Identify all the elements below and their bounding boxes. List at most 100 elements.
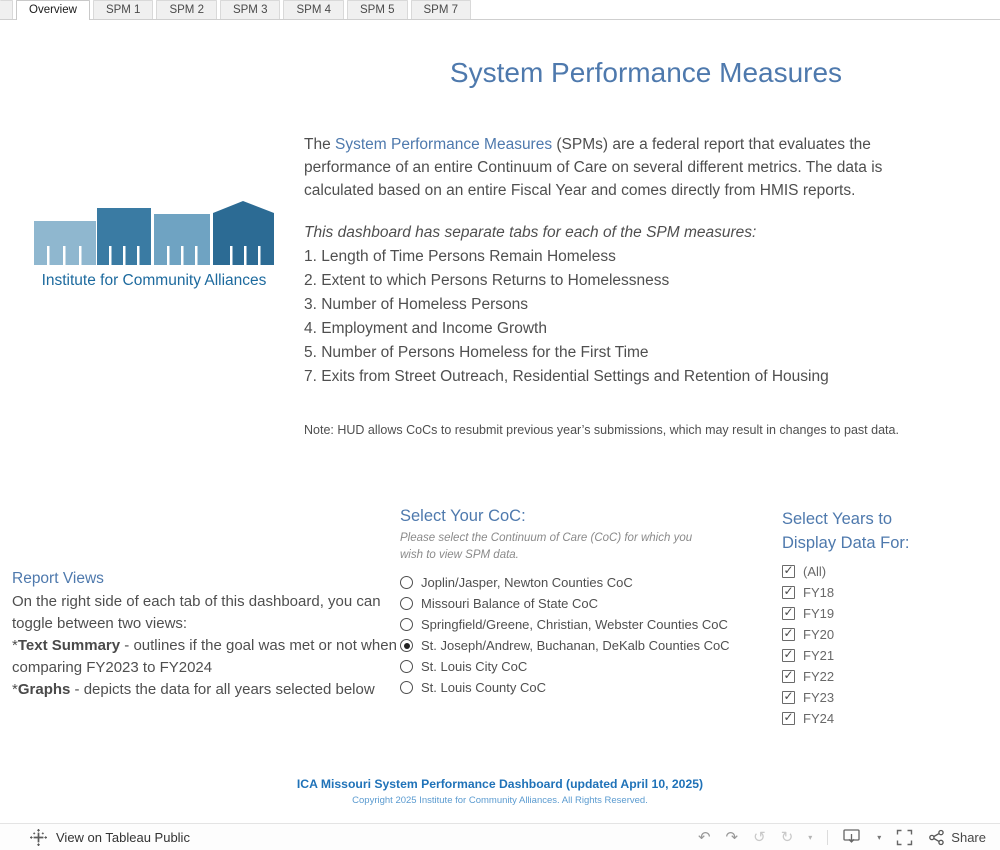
measure-item: 3. Number of Homeless Persons	[304, 296, 528, 313]
year-option-label: FY22	[803, 669, 835, 684]
resubmission-note: Note: HUD allows CoCs to resubmit previo…	[304, 423, 899, 437]
view-on-tableau-public-label: View on Tableau Public	[56, 829, 190, 845]
toolbar-actions: ↶ ↷ ↺ ↻ ▾ ▾ S	[697, 828, 986, 846]
refresh-caret-icon[interactable]: ▾	[808, 832, 813, 842]
checkbox-icon[interactable]	[782, 563, 795, 578]
download-icon	[843, 828, 860, 843]
report-views-line1: On the right side of each tab of this da…	[12, 593, 381, 632]
year-option-fy19[interactable]: FY19	[782, 603, 997, 624]
tab-stub[interactable]	[0, 0, 13, 19]
redo-icon[interactable]: ↷	[725, 828, 739, 846]
checkbox-icon[interactable]	[782, 689, 795, 704]
coc-option-st-louis-county[interactable]: St. Louis County CoC	[400, 677, 765, 698]
year-option-fy23[interactable]: FY23	[782, 687, 997, 708]
measure-item: 2. Extent to which Persons Returns to Ho…	[304, 272, 670, 289]
coc-option-label: Springfield/Greene, Christian, Webster C…	[421, 617, 728, 632]
year-option-fy21[interactable]: FY21	[782, 645, 997, 666]
year-option-label: FY19	[803, 606, 835, 621]
tab-spm4[interactable]: SPM 4	[283, 0, 344, 19]
tab-spm7[interactable]: SPM 7	[410, 0, 472, 19]
coc-option-label: St. Louis City CoC	[421, 659, 528, 674]
intro-text-pre: The	[304, 136, 336, 153]
radio-icon[interactable]	[400, 597, 413, 610]
years-selector: Select Years to Display Data For: (All) …	[782, 507, 997, 729]
year-option-all[interactable]: (All)	[782, 561, 997, 582]
radio-icon[interactable]	[400, 639, 413, 652]
measures-lead: This dashboard has separate tabs for eac…	[304, 224, 757, 241]
checkbox-icon[interactable]	[782, 626, 795, 641]
year-option-fy20[interactable]: FY20	[782, 624, 997, 645]
coc-option-label: St. Louis County CoC	[421, 680, 547, 695]
ica-logo: Institute for Community Alliances	[34, 199, 274, 290]
coc-option-springfield[interactable]: Springfield/Greene, Christian, Webster C…	[400, 614, 765, 635]
coc-selector: Select Your CoC: Please select the Conti…	[400, 507, 765, 698]
tab-spm3[interactable]: SPM 3	[219, 0, 281, 19]
ica-buildings-icon	[34, 201, 274, 265]
revert-icon[interactable]: ↺	[753, 828, 766, 846]
share-icon	[929, 829, 945, 845]
checkbox-icon[interactable]	[782, 605, 795, 620]
years-title: Select Years to Display Data For:	[782, 510, 910, 552]
year-option-label: (All)	[803, 564, 827, 579]
year-option-label: FY20	[803, 627, 835, 642]
coc-option-label: St. Joseph/Andrew, Buchanan, DeKalb Coun…	[421, 638, 730, 653]
checkbox-icon[interactable]	[782, 584, 795, 599]
report-views-title: Report Views	[12, 570, 104, 587]
year-option-label: FY21	[803, 648, 835, 663]
radio-icon[interactable]	[400, 618, 413, 631]
year-option-label: FY18	[803, 585, 835, 600]
year-option-label: FY23	[803, 690, 835, 705]
measure-item: 1. Length of Time Persons Remain Homeles…	[304, 248, 616, 265]
radio-icon[interactable]	[400, 576, 413, 589]
coc-option-label: Joplin/Jasper, Newton Counties CoC	[421, 575, 633, 590]
year-option-label: FY24	[803, 711, 835, 726]
checkbox-icon[interactable]	[782, 710, 795, 725]
footer-copyright: Copyright 2025 Institute for Community A…	[352, 795, 648, 806]
download-caret-icon[interactable]: ▾	[877, 832, 882, 842]
download-button[interactable]	[843, 828, 862, 846]
coc-option-balance-of-state[interactable]: Missouri Balance of State CoC	[400, 593, 765, 614]
tab-spm1[interactable]: SPM 1	[92, 0, 154, 19]
measure-item: 5. Number of Persons Homeless for the Fi…	[304, 344, 649, 361]
radio-icon[interactable]	[400, 681, 413, 694]
coc-option-st-louis-city[interactable]: St. Louis City CoC	[400, 656, 765, 677]
report-views-item2: *Graphs - depicts the data for all years…	[12, 681, 375, 698]
intro-text-post: (SPMs) are a federal report that evaluat…	[304, 136, 883, 199]
coc-title: Select Your CoC:	[400, 507, 526, 525]
fullscreen-button[interactable]	[896, 829, 913, 846]
tableau-logo-icon	[30, 828, 47, 846]
coc-option-st-joseph[interactable]: St. Joseph/Andrew, Buchanan, DeKalb Coun…	[400, 635, 765, 656]
tab-bar: Overview SPM 1 SPM 2 SPM 3 SPM 4 SPM 5 S…	[0, 0, 1000, 20]
tab-overview[interactable]: Overview	[16, 0, 90, 20]
tab-spm5[interactable]: SPM 5	[347, 0, 408, 19]
tableau-toolbar: View on Tableau Public ↶ ↷ ↺ ↻ ▾ ▾	[0, 823, 1000, 850]
report-views-body: On the right side of each tab of this da…	[12, 591, 400, 701]
view-on-tableau-public[interactable]: View on Tableau Public	[30, 828, 190, 846]
coc-help-text: Please select the Continuum of Care (CoC…	[400, 532, 693, 561]
report-views-item1: *Text Summary - outlines if the goal was…	[12, 637, 397, 676]
fullscreen-icon	[897, 829, 913, 845]
report-views-section: Report Views On the right side of each t…	[12, 570, 400, 701]
share-button-label: Share	[951, 829, 986, 845]
undo-icon[interactable]: ↶	[697, 828, 711, 846]
radio-icon[interactable]	[400, 660, 413, 673]
coc-option-joplin[interactable]: Joplin/Jasper, Newton Counties CoC	[400, 572, 765, 593]
year-option-fy22[interactable]: FY22	[782, 666, 997, 687]
year-option-fy18[interactable]: FY18	[782, 582, 997, 603]
spm-link[interactable]: System Performance Measures	[335, 136, 553, 153]
tab-spm2[interactable]: SPM 2	[156, 0, 217, 19]
checkbox-icon[interactable]	[782, 647, 795, 662]
measure-item: 4. Employment and Income Growth	[304, 320, 547, 337]
checkbox-icon[interactable]	[782, 668, 795, 683]
measure-item: 7. Exits from Street Outreach, Residenti…	[304, 368, 829, 385]
refresh-icon[interactable]: ↻	[780, 828, 794, 846]
logo-caption: Institute for Community Alliances	[41, 272, 267, 289]
share-button[interactable]: Share	[928, 829, 986, 846]
measures-list: This dashboard has separate tabs for eac…	[304, 221, 964, 389]
dashboard-footer: ICA Missouri System Performance Dashboar…	[0, 777, 1000, 806]
year-option-fy24[interactable]: FY24	[782, 708, 997, 729]
coc-option-label: Missouri Balance of State CoC	[421, 596, 599, 611]
footer-title-link[interactable]: ICA Missouri System Performance Dashboar…	[296, 777, 704, 791]
intro-paragraph: The System Performance Measures (SPMs) a…	[304, 133, 952, 202]
